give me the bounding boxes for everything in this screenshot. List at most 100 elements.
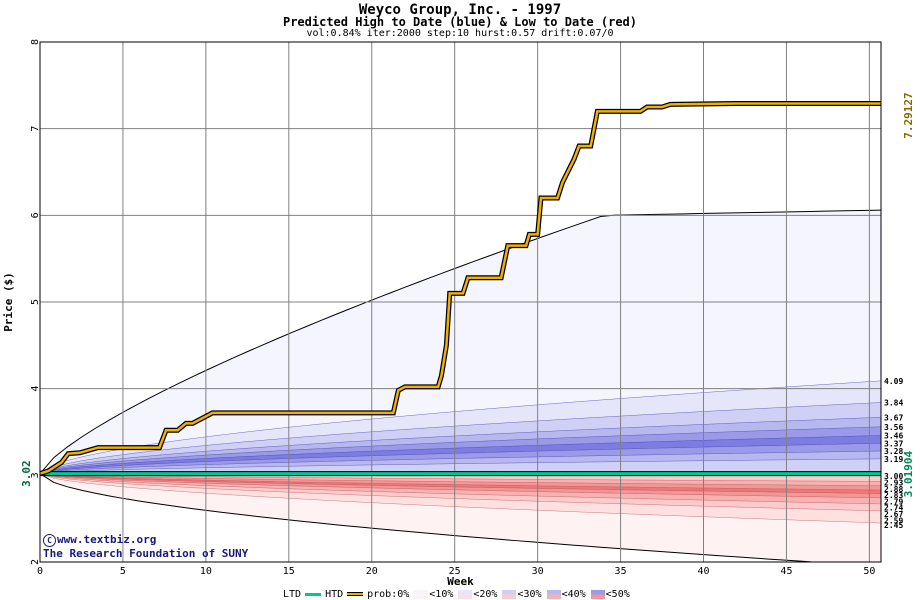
high-band-2 xyxy=(40,402,881,474)
legend-bin-3-swatch xyxy=(546,589,561,599)
low-band-label-4: 2.79 xyxy=(884,497,903,506)
low-quantile-line-6 xyxy=(40,473,881,512)
high-band-4 xyxy=(40,426,881,474)
htd-line xyxy=(39,102,881,475)
high-quantile-line-0 xyxy=(40,209,881,474)
x-tick-label-25: 25 xyxy=(449,566,461,577)
legend-bin-2-swatch xyxy=(502,589,517,599)
low-quantile-line-2 xyxy=(40,473,881,491)
x-tick-label-20: 20 xyxy=(366,566,378,577)
y-tick-label-6: 6 xyxy=(30,212,41,218)
legend-htd-swatch xyxy=(347,592,364,596)
high-quantile-line-8 xyxy=(40,458,881,474)
legend-prob-label: prob:0% xyxy=(367,588,410,600)
legend-bin-0-label: <10% xyxy=(429,588,454,600)
legend-ltd-label: LTD xyxy=(283,588,302,600)
y-tick-label-4: 4 xyxy=(30,386,41,392)
y-axis-label: Price ($) xyxy=(2,272,15,332)
low-quantile-line-1 xyxy=(40,473,881,486)
legend-bin-2-label: <30% xyxy=(517,588,542,600)
high-quantile-line-5 xyxy=(40,435,881,474)
credit-url-text: www.textbiz.org xyxy=(57,533,157,546)
low-band-label-0: 3.00 xyxy=(884,472,903,481)
high-band-7 xyxy=(40,451,881,474)
high-quantile-line-3 xyxy=(40,417,881,474)
x-tick-label-5: 5 xyxy=(120,566,126,577)
y-tick-label-7: 7 xyxy=(30,126,41,132)
high-band-5 xyxy=(40,435,881,474)
high-quantile-line-2 xyxy=(40,402,881,474)
actual-high-label: 7.29127 xyxy=(902,92,915,138)
low-band-3 xyxy=(40,473,881,494)
high-band-label-3: 3.56 xyxy=(884,423,903,432)
low-quantile-line-4 xyxy=(40,473,881,499)
high-band-label-7: 3.19 xyxy=(884,455,903,464)
low-band-label-1: 2.93 xyxy=(884,479,903,488)
chart-subtitle: Predicted High to Date (blue) & Low to D… xyxy=(282,15,637,29)
credit-org: The Research Foundation of SUNY xyxy=(43,547,249,560)
x-tick-label-35: 35 xyxy=(615,566,627,577)
x-tick-label-40: 40 xyxy=(697,566,709,577)
legend-prob: prob:0% xyxy=(367,589,411,600)
legend-bin-4-swatch xyxy=(590,589,605,599)
low-quantile-line-5 xyxy=(40,473,881,505)
legend-bin-3-label: <40% xyxy=(561,588,586,600)
low-band-label-6: 2.67 xyxy=(884,510,903,519)
low-band-6 xyxy=(40,473,881,511)
high-band-label-2: 3.67 xyxy=(884,413,903,422)
low-band-8 xyxy=(40,473,881,562)
high-band-8 xyxy=(40,458,881,474)
high-band-3 xyxy=(40,417,881,474)
bands-group xyxy=(40,209,881,562)
chart-params: vol:0.84% iter:2000 step:10 hurst:0.57 d… xyxy=(306,28,614,39)
low-quantile-line-0 xyxy=(40,473,881,482)
y-tick-label-2: 2 xyxy=(30,559,41,565)
legend-bin-2: <30% xyxy=(501,589,543,600)
high-quantile-line-1 xyxy=(40,380,881,474)
y-tick-label-8: 8 xyxy=(30,39,41,45)
low-band-label-2: 2.88 xyxy=(884,485,903,494)
y-tick-label-5: 5 xyxy=(30,299,41,305)
high-quantile-line-7 xyxy=(40,450,881,474)
low-band-label-8: 2.45 xyxy=(884,521,903,530)
start-price-label: 3.02 xyxy=(20,460,33,487)
low-band-5 xyxy=(40,473,881,504)
low-band-7 xyxy=(40,473,881,523)
copyright-icon: C xyxy=(43,534,56,547)
legend-bin-0-swatch xyxy=(414,589,429,599)
high-quantile-line-6 xyxy=(40,443,881,474)
low-quantile-line-7 xyxy=(40,473,881,524)
x-tick-label-0: 0 xyxy=(37,566,43,577)
legend-bin-4-label: <50% xyxy=(605,588,630,600)
chart-title: Weyco Group, Inc. - 1997 xyxy=(358,2,562,18)
high-band-label-6: 3.28 xyxy=(884,447,903,456)
legend-htd: HTD xyxy=(325,589,365,600)
high-band-1 xyxy=(40,380,881,474)
low-band-label-3: 2.83 xyxy=(884,491,903,500)
high-band-0 xyxy=(40,210,881,474)
high-band-6 xyxy=(40,443,881,474)
y-tick-label-3: 3 xyxy=(30,472,41,478)
legend-bin-0: <10% xyxy=(413,589,455,600)
low-band-label-5: 2.74 xyxy=(884,504,903,513)
plot-frame xyxy=(39,41,882,563)
legend-ltd-swatch xyxy=(305,592,322,596)
legend-bin-1-swatch xyxy=(458,589,473,599)
legend-bin-3: <40% xyxy=(546,589,588,600)
legend-ltd: LTD xyxy=(283,589,323,600)
legend-htd-label: HTD xyxy=(325,588,344,600)
legend-bin-1: <20% xyxy=(457,589,499,600)
high-band-label-5: 3.37 xyxy=(884,439,903,448)
actual-low-label: 3.01904 xyxy=(902,450,915,497)
legend: LTD HTD prob:0% <10% <20% <30% <40% <50% xyxy=(283,588,634,600)
legend-bin-4: <50% xyxy=(590,589,632,600)
low-quantile-line-8 xyxy=(40,473,821,562)
low-quantile-line-3 xyxy=(40,473,881,494)
high-band-label-0: 4.09 xyxy=(884,377,903,386)
high-band-label-1: 3.84 xyxy=(884,399,903,408)
low-band-4 xyxy=(40,473,881,498)
legend-bin-1-label: <20% xyxy=(473,588,498,600)
x-tick-label-50: 50 xyxy=(863,566,875,577)
